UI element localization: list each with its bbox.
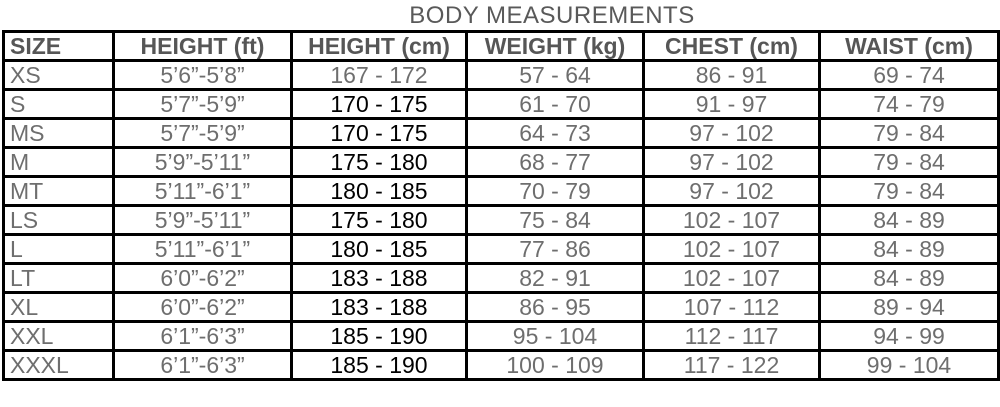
cell-weight-kg: 82 - 91 <box>465 262 645 294</box>
cell-waist-cm: 89 - 94 <box>818 291 1000 323</box>
table-row: L 5’11”-6’1” 180 - 185 77 - 86 102 - 107… <box>2 233 1000 265</box>
cell-weight-kg: 77 - 86 <box>465 233 645 265</box>
body-measurements-table: SIZE HEIGHT (ft) HEIGHT (cm) WEIGHT (kg)… <box>2 30 1000 381</box>
cell-size: S <box>2 88 115 120</box>
cell-weight-kg: 100 - 109 <box>465 349 645 381</box>
column-header-weight-kg: WEIGHT (kg) <box>465 30 645 62</box>
cell-weight-kg: 86 - 95 <box>465 291 645 323</box>
cell-chest-cm: 102 - 107 <box>642 262 821 294</box>
cell-height-cm: 183 - 188 <box>290 262 468 294</box>
cell-height-cm: 175 - 180 <box>290 204 468 236</box>
cell-height-cm: 180 - 185 <box>290 175 468 207</box>
cell-height-ft: 5’11”-6’1” <box>112 233 293 265</box>
header-row: SIZE HEIGHT (ft) HEIGHT (cm) WEIGHT (kg)… <box>2 30 1000 62</box>
cell-height-ft: 6’1”-6’3” <box>112 320 293 352</box>
table-row: MT 5’11”-6’1” 180 - 185 70 - 79 97 - 102… <box>2 175 1000 207</box>
table-row: XS 5’6”-5’8” 167 - 172 57 - 64 86 - 91 6… <box>2 59 1000 91</box>
cell-size: XXL <box>2 320 115 352</box>
column-header-chest-cm: CHEST (cm) <box>642 30 821 62</box>
cell-chest-cm: 107 - 112 <box>642 291 821 323</box>
cell-chest-cm: 91 - 97 <box>642 88 821 120</box>
cell-height-ft: 5’7”-5’9” <box>112 88 293 120</box>
column-header-size: SIZE <box>2 30 115 62</box>
cell-size: MS <box>2 117 115 149</box>
cell-size: LT <box>2 262 115 294</box>
table-row: XXXL 6’1”-6’3” 185 - 190 100 - 109 117 -… <box>2 349 1000 381</box>
cell-weight-kg: 95 - 104 <box>465 320 645 352</box>
cell-height-cm: 170 - 175 <box>290 88 468 120</box>
cell-height-cm: 185 - 190 <box>290 349 468 381</box>
cell-height-ft: 6’0”-6’2” <box>112 291 293 323</box>
cell-waist-cm: 79 - 84 <box>818 146 1000 178</box>
cell-weight-kg: 68 - 77 <box>465 146 645 178</box>
cell-chest-cm: 86 - 91 <box>642 59 821 91</box>
cell-weight-kg: 64 - 73 <box>465 117 645 149</box>
column-header-height-ft: HEIGHT (ft) <box>112 30 293 62</box>
cell-weight-kg: 70 - 79 <box>465 175 645 207</box>
table-row: S 5’7”-5’9” 170 - 175 61 - 70 91 - 97 74… <box>2 88 1000 120</box>
table-row: XL 6’0”-6’2” 183 - 188 86 - 95 107 - 112… <box>2 291 1000 323</box>
cell-chest-cm: 97 - 102 <box>642 117 821 149</box>
cell-height-cm: 180 - 185 <box>290 233 468 265</box>
cell-size: LS <box>2 204 115 236</box>
cell-chest-cm: 97 - 102 <box>642 146 821 178</box>
cell-waist-cm: 84 - 89 <box>818 233 1000 265</box>
table-row: LT 6’0”-6’2” 183 - 188 82 - 91 102 - 107… <box>2 262 1000 294</box>
cell-waist-cm: 79 - 84 <box>818 117 1000 149</box>
cell-height-ft: 6’0”-6’2” <box>112 262 293 294</box>
cell-height-ft: 5’6”-5’8” <box>112 59 293 91</box>
cell-chest-cm: 117 - 122 <box>642 349 821 381</box>
cell-height-ft: 5’9”-5’11” <box>112 204 293 236</box>
table-body: XS 5’6”-5’8” 167 - 172 57 - 64 86 - 91 6… <box>2 59 1000 381</box>
cell-waist-cm: 69 - 74 <box>818 59 1000 91</box>
table-row: MS 5’7”-5’9” 170 - 175 64 - 73 97 - 102 … <box>2 117 1000 149</box>
cell-chest-cm: 112 - 117 <box>642 320 821 352</box>
cell-size: MT <box>2 175 115 207</box>
cell-size: XS <box>2 59 115 91</box>
cell-size: L <box>2 233 115 265</box>
cell-waist-cm: 84 - 89 <box>818 204 1000 236</box>
cell-height-ft: 5’11”-6’1” <box>112 175 293 207</box>
cell-height-cm: 185 - 190 <box>290 320 468 352</box>
table-row: M 5’9”-5’11” 175 - 180 68 - 77 97 - 102 … <box>2 146 1000 178</box>
cell-size: M <box>2 146 115 178</box>
cell-chest-cm: 97 - 102 <box>642 175 821 207</box>
cell-height-cm: 170 - 175 <box>290 117 468 149</box>
table-row: XXL 6’1”-6’3” 185 - 190 95 - 104 112 - 1… <box>2 320 1000 352</box>
cell-height-ft: 5’9”-5’11” <box>112 146 293 178</box>
cell-waist-cm: 99 - 104 <box>818 349 1000 381</box>
cell-height-ft: 6’1”-6’3” <box>112 349 293 381</box>
cell-height-ft: 5’7”-5’9” <box>112 117 293 149</box>
cell-height-cm: 183 - 188 <box>290 291 468 323</box>
cell-weight-kg: 75 - 84 <box>465 204 645 236</box>
cell-size: XXXL <box>2 349 115 381</box>
cell-height-cm: 167 - 172 <box>290 59 468 91</box>
page-title: BODY MEASUREMENTS <box>409 2 695 29</box>
cell-waist-cm: 79 - 84 <box>818 175 1000 207</box>
column-header-waist-cm: WAIST (cm) <box>818 30 1000 62</box>
cell-weight-kg: 57 - 64 <box>465 59 645 91</box>
cell-waist-cm: 84 - 89 <box>818 262 1000 294</box>
cell-height-cm: 175 - 180 <box>290 146 468 178</box>
cell-chest-cm: 102 - 107 <box>642 204 821 236</box>
table-row: LS 5’9”-5’11” 175 - 180 75 - 84 102 - 10… <box>2 204 1000 236</box>
cell-chest-cm: 102 - 107 <box>642 233 821 265</box>
cell-weight-kg: 61 - 70 <box>465 88 645 120</box>
cell-waist-cm: 74 - 79 <box>818 88 1000 120</box>
cell-size: XL <box>2 291 115 323</box>
column-header-height-cm: HEIGHT (cm) <box>290 30 468 62</box>
cell-waist-cm: 94 - 99 <box>818 320 1000 352</box>
